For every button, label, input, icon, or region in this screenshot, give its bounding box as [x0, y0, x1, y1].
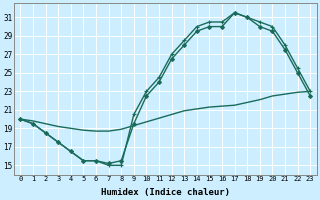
X-axis label: Humidex (Indice chaleur): Humidex (Indice chaleur)	[101, 188, 230, 197]
